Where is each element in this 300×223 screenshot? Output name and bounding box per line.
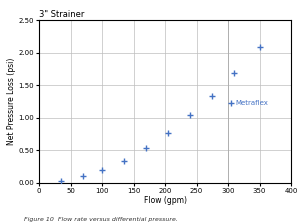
- Point: [122, 159, 127, 163]
- Point: [166, 131, 171, 134]
- Point: [257, 45, 262, 49]
- Text: Figure 10  Flow rate versus differential pressure.: Figure 10 Flow rate versus differential …: [24, 217, 178, 222]
- Text: Metraflex: Metraflex: [235, 100, 268, 106]
- Point: [100, 169, 104, 172]
- Point: [210, 95, 215, 98]
- Point: [232, 71, 237, 75]
- X-axis label: Flow (gpm): Flow (gpm): [143, 196, 187, 206]
- Point: [59, 179, 64, 183]
- Text: 3" Strainer: 3" Strainer: [39, 10, 84, 19]
- Y-axis label: Net Pressure Loss (psi): Net Pressure Loss (psi): [7, 58, 16, 145]
- Point: [144, 146, 148, 149]
- Point: [81, 175, 85, 178]
- Point: [188, 113, 193, 117]
